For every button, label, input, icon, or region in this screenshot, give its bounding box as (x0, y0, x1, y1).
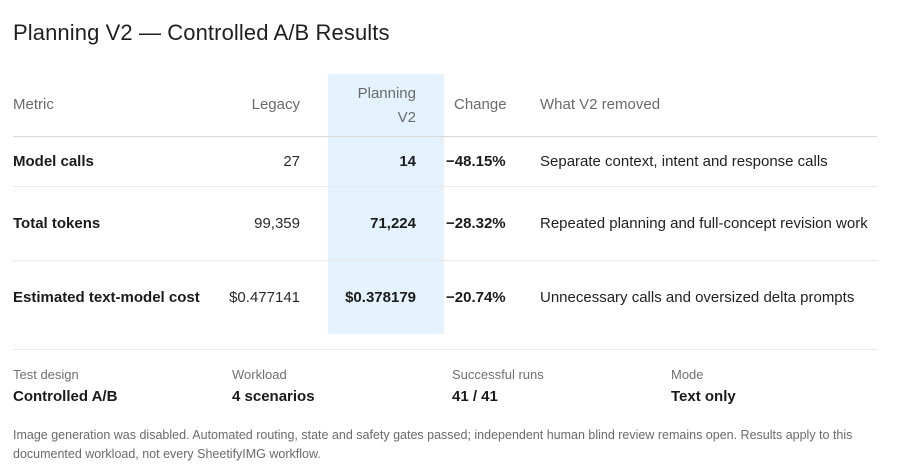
table-header-row: Metric Legacy Planning V2 Change What V2… (13, 74, 877, 137)
header-what-v2-removed: What V2 removed (530, 74, 877, 137)
change-cell: −48.15% (444, 136, 530, 187)
stat-successful-runs: Successful runs 41 / 41 (452, 367, 544, 405)
metric-cell: Total tokens (13, 186, 220, 261)
stat-value: 41 / 41 (452, 388, 498, 405)
stat-value: 4 scenarios (232, 388, 315, 405)
stat-label: Workload (232, 367, 287, 382)
metric-cell: Estimated text-model cost (13, 288, 200, 306)
results-table: Metric Legacy Planning V2 Change What V2… (13, 74, 877, 334)
stat-workload: Workload 4 scenarios (232, 367, 315, 405)
stat-label: Mode (671, 367, 704, 382)
table-row: Total tokens 99,359 71,224 −28.32% Repea… (13, 186, 877, 261)
stat-label: Successful runs (452, 367, 544, 382)
stat-value: Text only (671, 388, 736, 405)
removed-cell: Separate context, intent and response ca… (530, 136, 877, 187)
legacy-cell: 99,359 (220, 186, 328, 261)
table-row: Estimated text-model cost $0.477141 $0.3… (13, 260, 877, 334)
test-summary: Test design Controlled A/B Workload 4 sc… (13, 367, 893, 411)
header-planning-v2-line1: Planning (357, 84, 416, 102)
removed-cell: Repeated planning and full-concept revis… (530, 186, 877, 261)
section-divider (13, 349, 877, 350)
page-title: Planning V2 — Controlled A/B Results (13, 20, 390, 45)
footnote: Image generation was disabled. Automated… (13, 428, 853, 461)
header-legacy: Legacy (220, 74, 328, 137)
header-change: Change (444, 74, 530, 137)
metric-cell: Model calls (13, 136, 220, 187)
legacy-cell: $0.477141 (229, 288, 300, 306)
planning-v2-cell: $0.378179 (328, 260, 444, 334)
stat-mode: Mode Text only (671, 367, 736, 405)
stat-value: Controlled A/B (13, 388, 118, 405)
stat-label: Test design (13, 367, 79, 382)
change-cell: −20.74% (446, 288, 506, 306)
removed-cell: Unnecessary calls and oversized delta pr… (540, 288, 855, 306)
header-planning-v2: Planning V2 (328, 74, 444, 137)
change-cell: −28.32% (444, 186, 530, 261)
legacy-cell: 27 (220, 136, 328, 187)
header-planning-v2-line2: V2 (397, 108, 416, 126)
planning-v2-cell: 71,224 (328, 186, 444, 261)
stat-test-design: Test design Controlled A/B (13, 367, 117, 405)
table-row: Model calls 27 14 −48.15% Separate conte… (13, 136, 877, 187)
planning-v2-cell: 14 (328, 136, 444, 187)
header-metric: Metric (13, 74, 220, 137)
